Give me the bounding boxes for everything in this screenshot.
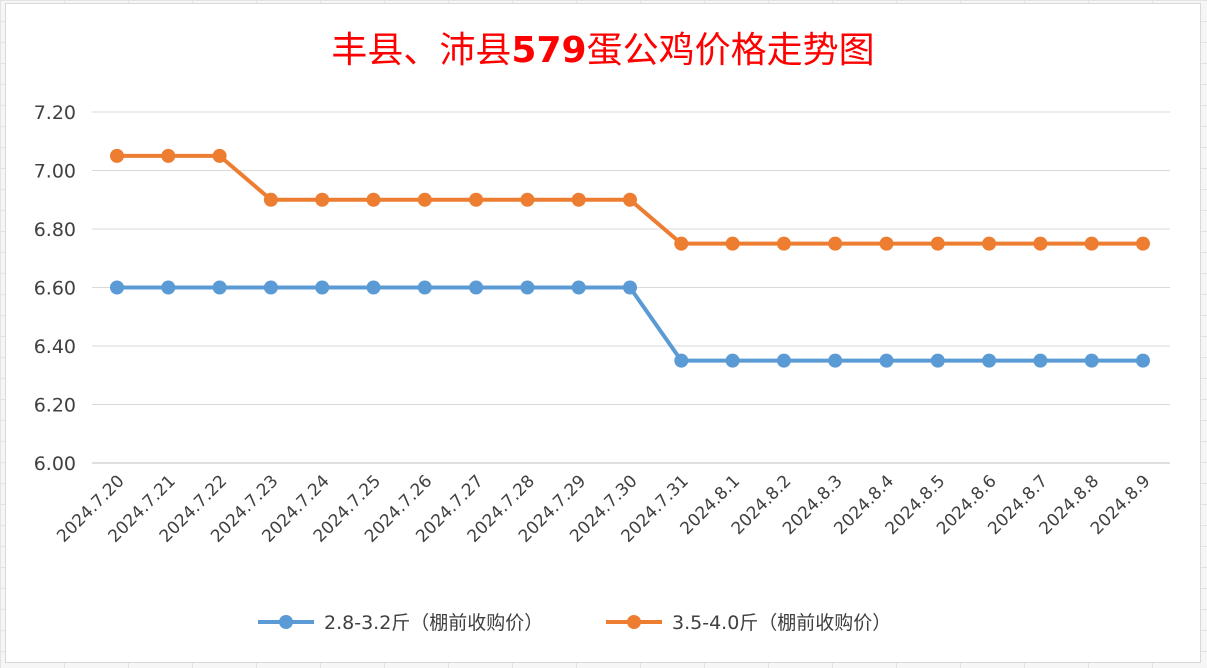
x-axis: 2024.7.202024.7.212024.7.222024.7.232024… — [53, 471, 1154, 546]
data-point — [776, 353, 791, 368]
data-point — [161, 280, 176, 295]
y-axis: 6.00 6.20 6.40 6.60 6.80 7.00 7.20 — [34, 102, 76, 475]
data-point — [315, 192, 330, 207]
grid-layer — [92, 111, 1170, 464]
data-point — [776, 236, 791, 251]
data-point — [674, 353, 689, 368]
data-point — [828, 353, 843, 368]
legend-item-2: 3.5-4.0斤（棚前收购价） — [606, 612, 891, 634]
data-point — [725, 236, 740, 251]
data-point — [982, 353, 997, 368]
y-tick-label: 6.20 — [34, 395, 76, 417]
data-point — [110, 280, 124, 295]
data-point — [879, 353, 894, 368]
data-point — [930, 236, 945, 251]
y-tick-label: 6.40 — [34, 336, 76, 358]
data-point — [417, 192, 432, 207]
data-point — [725, 353, 740, 368]
data-point — [571, 192, 586, 207]
data-point — [1084, 236, 1099, 251]
y-tick-label: 6.60 — [34, 278, 76, 300]
data-point — [1033, 236, 1048, 251]
data-point — [263, 280, 278, 295]
data-point — [930, 353, 945, 368]
data-point — [520, 280, 535, 295]
data-point — [469, 280, 484, 295]
data-point — [571, 280, 586, 295]
series-2 — [110, 148, 1150, 251]
data-point — [366, 192, 381, 207]
legend-label: 3.5-4.0斤（棚前收购价） — [672, 612, 891, 634]
y-tick-label: 6.80 — [34, 219, 76, 241]
series-line — [117, 285, 1143, 363]
data-point — [623, 280, 637, 295]
legend-item-1: 2.8-3.2斤（棚前收购价） — [258, 612, 543, 634]
series-layer — [110, 148, 1150, 368]
data-point — [469, 192, 484, 207]
data-point — [366, 280, 381, 295]
data-point — [212, 280, 227, 295]
legend-label: 2.8-3.2斤（棚前收购价） — [324, 612, 543, 634]
data-point — [212, 148, 227, 163]
chart-frame — [5, 3, 1201, 663]
y-tick-label: 7.20 — [34, 102, 76, 124]
data-point — [1033, 353, 1048, 368]
legend-marker — [279, 615, 293, 629]
legend: 2.8-3.2斤（棚前收购价） 3.5-4.0斤（棚前收购价） — [258, 612, 891, 634]
data-point — [982, 236, 997, 251]
legend-marker — [627, 615, 641, 629]
data-point — [161, 148, 176, 163]
data-point — [1136, 353, 1150, 368]
data-point — [1136, 236, 1150, 251]
data-point — [828, 236, 843, 251]
chart-title: 丰县、沛县579蛋公鸡价格走势图 — [331, 30, 874, 71]
data-point — [674, 236, 689, 251]
y-tick-label: 6.00 — [34, 453, 76, 475]
data-point — [1084, 353, 1099, 368]
series-1 — [110, 280, 1150, 368]
y-tick-label: 7.00 — [34, 161, 76, 183]
data-point — [110, 148, 124, 163]
data-point — [520, 192, 535, 207]
data-point — [315, 280, 330, 295]
data-point — [879, 236, 894, 251]
data-point — [623, 192, 637, 207]
data-point — [263, 192, 278, 207]
data-point — [417, 280, 432, 295]
